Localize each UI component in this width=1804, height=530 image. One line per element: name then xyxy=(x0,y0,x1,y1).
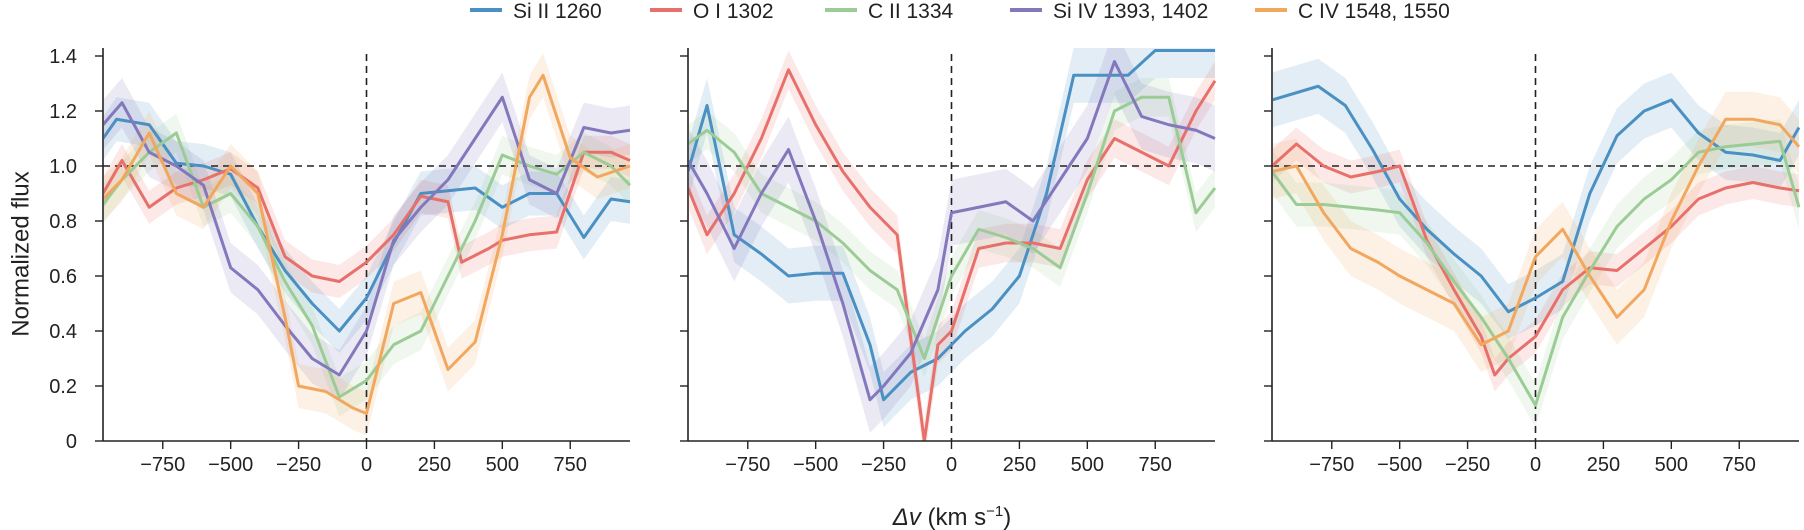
x-tick-label: −750 xyxy=(140,454,185,476)
legend-item: O I 1302 xyxy=(650,0,774,23)
panel-2: −750 −500 −250 0 250 500 750 xyxy=(680,48,1216,476)
x-tick-label: 750 xyxy=(554,454,587,476)
y-axis-label: Normalized flux xyxy=(7,171,34,336)
series-lines xyxy=(104,73,631,415)
y-tick-label: 1.4 xyxy=(49,46,77,68)
x-tick-label: −750 xyxy=(725,454,770,476)
series-line xyxy=(689,68,1216,441)
series-line xyxy=(1273,142,1800,377)
error-band xyxy=(689,48,1215,428)
error-band xyxy=(689,50,1215,441)
series-line xyxy=(1273,117,1800,347)
x-tick-label: 500 xyxy=(486,454,519,476)
legend-item: C IV 1548, 1550 xyxy=(1255,0,1450,23)
x-tick-label: −250 xyxy=(1445,454,1490,476)
y-tick-label: 0.8 xyxy=(49,211,77,233)
legend-label: C II 1334 xyxy=(868,0,954,23)
x-tick-label: 0 xyxy=(361,454,372,476)
error-band xyxy=(1273,119,1799,428)
x-tick-label: 0 xyxy=(946,454,957,476)
series-line xyxy=(689,95,1216,360)
error-band xyxy=(1273,127,1799,392)
legend-item: C II 1334 xyxy=(825,0,954,23)
legend-item: Si II 1260 xyxy=(470,0,602,23)
y-tick-label: 0.2 xyxy=(49,376,77,398)
series-line xyxy=(1273,139,1800,407)
panel-1: −750 −500 −250 0 250 500 750 0 0.2 0.4 0.6 0.8 1.0 1.… xyxy=(49,46,631,476)
series-line xyxy=(689,49,1215,402)
y-tick-label: 1.2 xyxy=(49,101,77,123)
error-band xyxy=(104,135,630,298)
y-tick-label: 0.4 xyxy=(49,321,77,343)
x-axis-label: Δv (km s−1) xyxy=(892,503,1012,530)
error-band xyxy=(689,78,1215,378)
legend-label: Si IV 1393, 1402 xyxy=(1053,0,1208,23)
y-tick-label: 0 xyxy=(66,431,77,453)
x-tick-label: 250 xyxy=(1587,454,1620,476)
x-tick-label: −500 xyxy=(208,454,253,476)
x-tick-label: −500 xyxy=(793,454,838,476)
error-band xyxy=(104,97,630,353)
legend-label: Si II 1260 xyxy=(513,0,602,23)
x-tick-label: 250 xyxy=(1003,454,1036,476)
series-line xyxy=(104,150,631,283)
x-tick-label: −750 xyxy=(1309,454,1354,476)
x-axis-label-unit: (km s xyxy=(921,504,986,530)
series-line xyxy=(104,73,631,415)
x-axis-label-exponent: −1 xyxy=(986,503,1003,520)
y-tick-label: 1.0 xyxy=(49,156,77,178)
series-lines xyxy=(1273,84,1800,407)
legend-item: Si IV 1393, 1402 xyxy=(1010,0,1208,23)
error-band xyxy=(1273,91,1799,373)
legend: Si II 1260 O I 1302 C II 1334 Si IV 1393, 1… xyxy=(470,0,1450,23)
series-line xyxy=(104,131,631,399)
x-tick-label: 0 xyxy=(1530,454,1541,476)
series-line xyxy=(104,95,631,377)
x-tick-label: −250 xyxy=(276,454,321,476)
x-axis-label-symbol: Δv xyxy=(892,504,923,530)
panels: −750 −500 −250 0 250 500 750 0 0.2 0.4 0.6 0.8 1.0 1.… xyxy=(49,46,1800,476)
x-tick-label: −500 xyxy=(1377,454,1422,476)
y-tick-label: 0.6 xyxy=(49,266,77,288)
legend-label: O I 1302 xyxy=(693,0,774,23)
error-band xyxy=(104,113,630,417)
x-tick-label: 250 xyxy=(418,454,451,476)
legend-label: C IV 1548, 1550 xyxy=(1298,0,1450,23)
error-band xyxy=(1273,58,1799,340)
x-axis-label-close: ) xyxy=(1003,504,1011,530)
x-tick-label: 750 xyxy=(1139,454,1172,476)
series-line xyxy=(689,60,1216,402)
series-lines xyxy=(689,49,1216,441)
error-bands xyxy=(1273,58,1799,428)
panel-3: −750 −500 −250 0 250 500 750 xyxy=(1264,48,1800,476)
x-tick-label: 750 xyxy=(1723,454,1756,476)
x-tick-label: 500 xyxy=(1655,454,1688,476)
series-line xyxy=(104,117,631,333)
x-tick-label: −250 xyxy=(861,454,906,476)
x-tick-label: 500 xyxy=(1071,454,1104,476)
